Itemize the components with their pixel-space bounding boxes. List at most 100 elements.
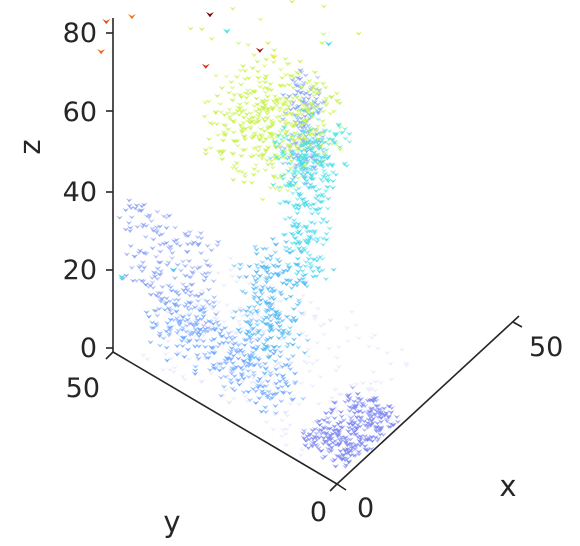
data-point-cyan-blob-lower <box>321 130 328 135</box>
data-point-left-wall <box>126 203 133 208</box>
data-point-floor-faint-haze <box>219 342 227 347</box>
z-axis-label: z <box>13 139 47 154</box>
data-point-floor-front-slab <box>364 425 372 430</box>
data-point-floor-front-slab <box>341 435 349 440</box>
data-point-yellow-green-blob <box>269 105 276 110</box>
data-point-left-wall <box>205 287 213 292</box>
data-point-left-wall <box>151 270 158 275</box>
data-point-yellow-green-blob <box>284 61 291 66</box>
data-point-floor-left-slab <box>227 348 235 354</box>
data-point-yellow-green-blob <box>263 158 271 163</box>
axes <box>112 18 520 485</box>
y-tick-label-0: 0 <box>310 497 327 528</box>
data-point-yellow-green-blob <box>288 112 296 118</box>
data-point-left-wall <box>208 247 215 253</box>
data-point-right-pillar <box>318 159 325 165</box>
data-point-central-pillar <box>249 326 257 331</box>
data-point-floor-left-slab <box>191 305 199 310</box>
data-point-yellow-green-blob <box>281 118 289 123</box>
data-point-floor-front-slab <box>367 422 375 427</box>
data-point-right-pillar <box>293 271 300 277</box>
data-point-left-wall <box>128 265 135 270</box>
data-point-floor-faint-haze <box>287 401 294 407</box>
data-point-right-pillar <box>324 162 331 167</box>
data-point-floor-left-slab <box>256 362 263 367</box>
data-point-floor-faint-haze <box>185 356 193 362</box>
data-point-floor-left-slab <box>159 296 166 301</box>
data-point-right-back-post <box>305 96 312 101</box>
data-point-floor-front-slab <box>377 428 384 433</box>
data-point-cyan-blob-lower <box>279 173 286 178</box>
data-point-floor-faint-haze <box>270 427 277 432</box>
data-point-floor-left-slab <box>240 390 248 395</box>
data-point-yellow-green-blob <box>282 99 289 104</box>
data-point-scattered-light <box>229 6 236 11</box>
data-point-central-pillar <box>263 344 270 349</box>
data-point-central-pillar <box>258 319 266 324</box>
data-point-central-pillar <box>282 296 290 301</box>
data-point-floor-left-slab <box>250 373 258 378</box>
data-point-floor-faint-haze <box>215 299 223 305</box>
data-point-floor-faint-haze <box>398 347 406 352</box>
data-point-central-pillar <box>253 318 261 324</box>
data-point-floor-front-slab <box>320 430 327 435</box>
data-point-yellow-green-blob <box>225 127 232 132</box>
data-point-floor-left-slab <box>237 365 244 370</box>
data-point-yellow-green-blob <box>228 79 235 85</box>
data-point-yellow-green-blob <box>260 105 267 110</box>
data-point-floor-faint-haze <box>227 267 234 273</box>
data-point-floor-front-slab <box>354 391 361 396</box>
data-point-central-pillar <box>266 289 273 294</box>
data-point-yellow-green-blob <box>252 162 260 167</box>
data-point-floor-front-slab <box>381 412 388 417</box>
data-point-central-pillar <box>244 313 251 318</box>
data-point-central-pillar <box>265 315 272 321</box>
data-point-floor-left-slab <box>154 313 161 318</box>
data-point-left-wall <box>163 296 170 301</box>
data-point-floor-faint-haze <box>220 283 228 288</box>
data-point-floor-faint-haze <box>338 392 345 397</box>
data-point-floor-front-slab <box>368 417 375 423</box>
data-point-floor-left-slab <box>205 355 212 360</box>
data-point-cyan-blob-lower <box>291 169 298 174</box>
data-point-cyan-blob-lower <box>309 112 317 117</box>
data-point-floor-front-slab <box>324 446 332 451</box>
data-point-floor-left-slab <box>194 331 201 336</box>
data-point-right-back-post <box>319 149 327 154</box>
data-point-cyan-blob-lower <box>329 137 336 143</box>
data-point-floor-front-slab <box>369 420 376 425</box>
data-point-cyan-blob-lower <box>301 152 308 157</box>
data-point-yellow-green-blob <box>247 111 255 116</box>
data-point-cyan-blob-lower <box>301 130 308 135</box>
data-point-right-pillar <box>317 206 324 211</box>
data-point-right-pillar <box>306 229 313 234</box>
data-point-right-pillar <box>307 220 315 225</box>
data-point-yellow-green-blob <box>276 114 283 119</box>
data-point-yellow-green-blob <box>307 142 314 147</box>
data-point-floor-faint-haze <box>262 276 269 281</box>
data-point-floor-faint-haze <box>211 315 218 320</box>
data-point-floor-faint-haze <box>181 377 188 382</box>
data-point-cyan-blob-lower <box>306 137 313 142</box>
data-point-floor-faint-haze <box>288 360 295 365</box>
data-point-yellow-green-blob <box>256 111 263 116</box>
data-point-central-pillar <box>259 284 266 289</box>
data-point-left-wall <box>194 234 201 240</box>
data-point-yellow-green-blob <box>294 147 302 153</box>
data-point-floor-front-slab <box>372 407 379 412</box>
data-point-floor-faint-haze <box>175 350 183 356</box>
data-point-right-pillar <box>319 217 327 222</box>
data-point-scattered-light <box>235 41 242 46</box>
data-point-floor-left-slab <box>255 357 263 362</box>
data-point-floor-faint-haze <box>303 333 310 338</box>
data-point-floor-faint-haze <box>249 376 257 381</box>
data-point-floor-faint-haze <box>220 393 227 398</box>
data-point-floor-faint-haze <box>328 399 336 404</box>
data-point-floor-faint-haze <box>144 357 151 362</box>
data-point-floor-left-slab <box>171 289 179 294</box>
data-point-right-pillar <box>323 231 330 236</box>
data-point-floor-faint-haze <box>261 329 268 334</box>
data-point-floor-faint-haze <box>233 330 241 335</box>
data-point-left-wall <box>197 230 205 235</box>
data-point-yellow-green-blob <box>269 106 276 111</box>
